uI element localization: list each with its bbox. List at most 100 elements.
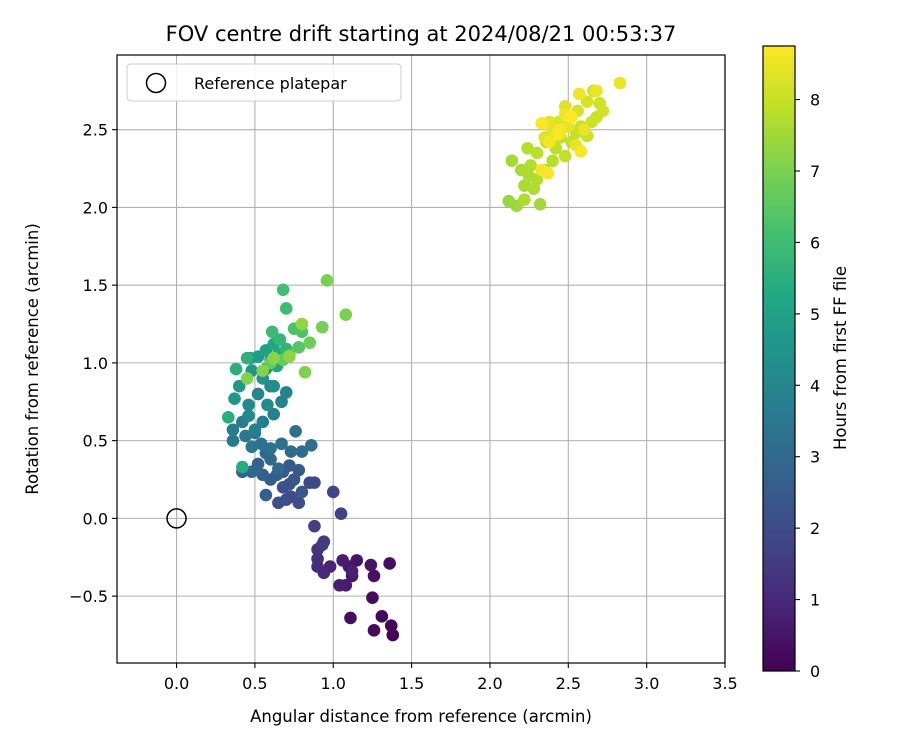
colorbar-tick-label: 6	[810, 233, 820, 252]
scatter-point	[367, 624, 381, 637]
scatter-point	[320, 274, 334, 287]
scatter-point	[226, 434, 240, 447]
scatter-point	[580, 95, 594, 108]
scatter-point	[267, 407, 281, 421]
data-points	[221, 76, 627, 642]
scatter-point	[292, 463, 306, 477]
scatter-point	[303, 476, 317, 489]
y-axis-ticks: −0.5 0.0 0.5 1.0 1.5 2.0 2.5	[69, 121, 117, 606]
scatter-point	[261, 398, 274, 412]
scatter-point	[530, 146, 544, 160]
colorbar-tick-label: 3	[810, 448, 820, 467]
scatter-point	[345, 564, 359, 578]
scatter-point	[311, 552, 324, 566]
scatter-point	[245, 440, 259, 454]
reference-layer	[166, 508, 187, 529]
colorbar-tick-label: 8	[810, 91, 820, 110]
legend-entry-reference: Reference platepar	[194, 74, 347, 93]
scatter-point	[530, 173, 544, 186]
scatter-point	[303, 336, 317, 349]
scatter-point	[295, 445, 309, 458]
y-tick-label: −0.5	[69, 587, 108, 606]
x-tick-label: 1.0	[321, 674, 346, 693]
scatter-point	[240, 372, 254, 385]
scatter-point	[518, 193, 531, 206]
x-tick-label: 1.5	[399, 674, 424, 693]
x-tick-label: 3.0	[634, 674, 659, 693]
scatter-point	[242, 398, 255, 412]
x-axis-label: Angular distance from reference (arcmin)	[250, 707, 592, 726]
scatter-point	[339, 308, 353, 321]
scatter-point	[259, 488, 273, 502]
scatter-point	[535, 117, 548, 130]
scatter-point	[256, 468, 270, 482]
y-tick-label: 1.0	[83, 354, 108, 373]
plot-area	[117, 55, 725, 663]
scatter-point	[543, 135, 556, 149]
scatter-point	[275, 395, 288, 409]
scatter-point	[565, 110, 578, 124]
scatter-point	[505, 154, 519, 168]
scatter-point	[232, 379, 246, 393]
x-tick-label: 2.0	[477, 674, 502, 693]
scatter-point	[265, 325, 279, 339]
colorbar-tick-label: 4	[810, 376, 820, 395]
scatter-point	[334, 507, 348, 521]
scatter-point	[273, 333, 287, 346]
scatter-point	[228, 392, 241, 405]
scatter-point	[272, 462, 285, 475]
scatter-point	[289, 425, 302, 438]
scatter-point	[267, 351, 281, 365]
scatter-point	[242, 409, 255, 423]
scatter-point	[383, 557, 396, 570]
scatter-point	[283, 350, 296, 363]
scatter-point	[533, 197, 547, 211]
colorbar-frame	[762, 45, 796, 672]
scatter-point	[226, 423, 240, 437]
y-tick-label: 0.5	[83, 432, 108, 451]
scatter-point	[552, 128, 566, 141]
scatter-point	[336, 554, 349, 567]
scatter-point	[287, 473, 301, 486]
colorbar-tick-label: 5	[810, 305, 820, 324]
scatter-point	[240, 351, 254, 365]
colorbar-ticks: 0 1 2 3 4 5 6 7 8	[795, 91, 820, 681]
scatter-point	[272, 496, 285, 510]
chart-title: FOV centre drift starting at 2024/08/21 …	[166, 22, 677, 46]
y-tick-label: 0.0	[83, 509, 108, 528]
scatter-point	[276, 283, 290, 297]
scatter-point	[596, 104, 610, 118]
legend-box	[126, 63, 402, 102]
scatter-point	[384, 619, 398, 632]
scatter-point	[558, 149, 572, 163]
scatter-point	[295, 317, 309, 331]
legend-reference-marker	[145, 72, 167, 94]
scatter-point	[295, 485, 309, 499]
scatter-point	[236, 460, 249, 474]
scatter-point	[221, 411, 235, 424]
colorbar-tick-label: 0	[810, 662, 820, 681]
x-tick-label: 0.5	[242, 674, 267, 693]
x-tick-label: 3.5	[712, 674, 737, 693]
scatter-point	[326, 485, 340, 499]
scatter-point	[546, 154, 559, 168]
y-tick-label: 2.5	[83, 121, 108, 140]
y-tick-label: 2.0	[83, 198, 108, 217]
scatter-point	[292, 496, 306, 510]
scatter-point	[524, 159, 537, 172]
scatter-point	[386, 628, 400, 642]
scatter-point	[577, 123, 591, 136]
scatter-point	[267, 379, 281, 393]
scatter-point	[344, 611, 357, 625]
scatter-point	[251, 387, 265, 401]
legend: Reference platepar	[126, 63, 402, 102]
scatter-point	[590, 84, 603, 98]
scatter-point	[256, 415, 270, 429]
scatter-point	[229, 362, 243, 376]
scatter-point	[308, 519, 321, 533]
reference-platepar-marker	[166, 508, 187, 529]
scatter-point	[364, 558, 378, 572]
y-axis-label: Rotation from reference (arcmin)	[23, 223, 42, 495]
scatter-point	[292, 341, 306, 354]
